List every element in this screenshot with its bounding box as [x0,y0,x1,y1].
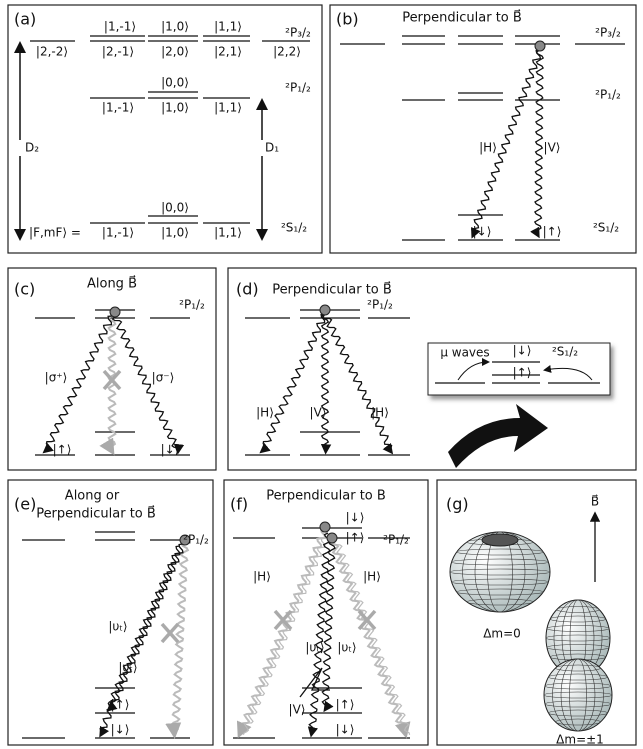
state-label: D₁ [265,141,279,155]
state-label: ²P₃/₂ [285,26,311,40]
state-label: |↓⟩ [513,344,532,358]
panel-title: Perpendicular to B⃗ [402,9,522,25]
state-label: ²P₁/₂ [285,81,311,95]
state-label: ²P₁/₂ [179,298,205,312]
state-label: |F,mF⟩ = [29,226,81,240]
state-label: |2,0⟩ [161,45,189,59]
state-label: |H⟩ [253,570,271,584]
state-label: Δm=0 [483,627,521,641]
state-label: |υₜ⟩ [337,641,356,655]
state-label: |H⟩ [256,406,274,420]
state-label: |2,2⟩ [273,45,301,59]
photon-wave [261,314,325,452]
state-label: |↑⟩ [111,698,130,712]
photon-wave [322,540,335,710]
state-label: B⃗ [591,494,599,508]
big-arrow [448,404,548,468]
state-label: |H⟩ [371,406,389,420]
atom [327,533,337,543]
panel-title: Perpendicular to B⃗ [36,505,156,521]
figure: (a) (b) Perpendicular to B⃗ (c) Along B⃗… [0,0,643,749]
state-label: |↓⟩ [473,225,492,239]
state-label: |H⟩ [363,570,381,584]
state-label: |1,-1⟩ [104,20,136,34]
state-label: |υₜ⟩ [108,620,127,634]
state-label: |2,1⟩ [214,45,242,59]
panel-label: (c) [14,280,35,299]
panel-label: (d) [236,280,259,299]
state-label: Δm=±1 [556,733,604,747]
state-label: |1,-1⟩ [102,226,134,240]
state-label: |↑⟩ [543,225,562,239]
panel-label: (g) [446,495,469,514]
state-label: |υₜ⟩ [118,661,137,675]
panel-label: (a) [14,10,36,29]
state-label: |V⟩ [544,141,561,155]
state-label: |2,-2⟩ [36,45,68,59]
state-label: |↓⟩ [336,723,355,737]
state-label: ²P₁/₂ [367,298,393,312]
panel-label: (b) [336,10,359,29]
state-label: |↑⟩ [513,366,532,380]
state-label: ²S₁/₂ [593,221,619,235]
state-label: |2,-1⟩ [102,45,134,59]
atom [110,307,120,317]
state-label: |1,1⟩ [214,101,242,115]
panel-label: (e) [14,495,36,514]
state-label: |↑⟩ [346,531,365,545]
state-label: |1,1⟩ [214,20,242,34]
state-label: |↓⟩ [111,723,130,737]
state-label: |σ⁻⟩ [152,371,175,385]
panel-title: Along or [65,489,120,504]
photon-wave [535,50,543,236]
state-label: |1,1⟩ [214,226,242,240]
state-label: |↑⟩ [53,443,72,457]
state-label: |1,0⟩ [161,101,189,115]
state-label: |H⟩ [479,141,497,155]
state-label: ²S₁/₂ [281,221,307,235]
state-label: ²P₃/₂ [595,26,621,40]
state-label: |0,0⟩ [161,76,189,90]
state-label: |V⟩ [310,406,327,420]
state-label: μ waves [440,346,489,360]
atom [320,522,330,532]
state-label: |↓⟩ [346,511,365,525]
state-label: |↑⟩ [336,698,355,712]
state-label: ²P₁/₂ [183,533,209,547]
panel-title: Perpendicular to B [266,489,386,504]
photon-wave [322,314,329,452]
panel-frame [330,5,636,253]
state-label: ²P₁/₂ [595,88,621,102]
panel-title: Perpendicular to B⃗ [272,281,392,297]
state-label: |0,0⟩ [161,201,189,215]
state-label: ²S₁/₂ [552,345,578,359]
state-label: ²P₁/₂ [383,533,409,547]
state-label: |V⟩ [289,703,306,717]
dipole-pattern [544,659,612,731]
state-label: D₂ [25,141,39,155]
state-label: |1,0⟩ [161,226,189,240]
panel-label: (f) [230,495,248,514]
state-label: |σ⁺⟩ [45,371,68,385]
state-label: |1,-1⟩ [102,101,134,115]
state-label: |↓⟩ [161,443,180,457]
state-label: |1,0⟩ [161,20,189,34]
atom [320,305,330,315]
state-label: |υₜ⟩ [305,641,324,655]
pattern-hole [482,534,518,546]
atom [535,41,545,51]
panel-title: Along B⃗ [87,275,137,291]
